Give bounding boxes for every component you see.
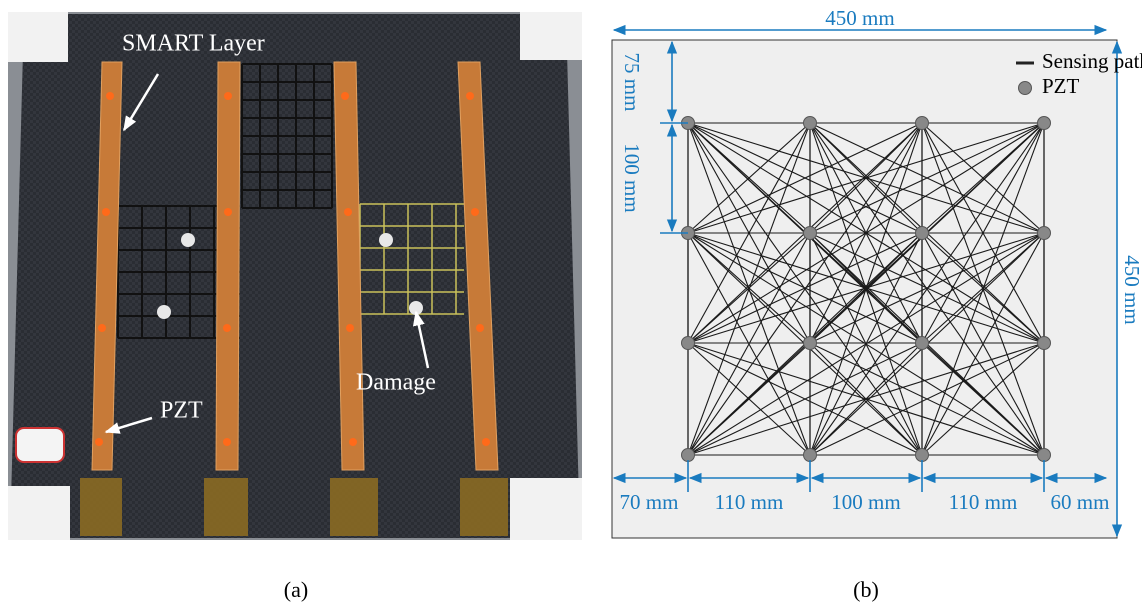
dim-bottom: 110 mm bbox=[949, 490, 1018, 514]
label-damage: Damage bbox=[356, 370, 436, 396]
dim-row-spacing: 100 mm bbox=[620, 143, 644, 212]
dim-height: 450 mm bbox=[1120, 255, 1142, 324]
photo: SMART Layer PZT Damage bbox=[8, 12, 582, 540]
label-smart-layer: SMART Layer bbox=[122, 31, 265, 57]
pzt-node bbox=[916, 227, 929, 240]
pzt-node bbox=[682, 337, 695, 350]
pzt-node bbox=[916, 117, 929, 130]
page: SMART Layer PZT Damage (a) 450 mm 450 mm… bbox=[0, 0, 1142, 612]
dim-width: 450 mm bbox=[825, 6, 894, 30]
pzt-node bbox=[804, 337, 817, 350]
pzt-node bbox=[916, 449, 929, 462]
foam-block bbox=[8, 12, 68, 62]
dim-bottom: 70 mm bbox=[620, 490, 679, 514]
pzt-node bbox=[1038, 337, 1051, 350]
legend-pzt-key bbox=[1019, 82, 1032, 95]
caption-a: (a) bbox=[284, 577, 308, 602]
pzt-node bbox=[1038, 117, 1051, 130]
dim-bottom: 60 mm bbox=[1051, 490, 1110, 514]
foam-block bbox=[8, 486, 70, 540]
sticker bbox=[16, 428, 64, 462]
pzt-node bbox=[804, 449, 817, 462]
foam-block bbox=[510, 478, 582, 540]
label-pzt: PZT bbox=[160, 398, 203, 424]
pzt-node bbox=[804, 227, 817, 240]
legend-path: Sensing path bbox=[1042, 49, 1142, 73]
pzt-node bbox=[1038, 449, 1051, 462]
pzt-node bbox=[916, 337, 929, 350]
pzt-node bbox=[682, 449, 695, 462]
pzt-node bbox=[1038, 227, 1051, 240]
figure: SMART Layer PZT Damage (a) 450 mm 450 mm… bbox=[0, 0, 1142, 612]
foam-block bbox=[520, 12, 582, 60]
pzt-node bbox=[804, 117, 817, 130]
dim-bottom: 110 mm bbox=[715, 490, 784, 514]
caption-b: (b) bbox=[853, 577, 879, 602]
dim-top-offset: 75 mm bbox=[620, 53, 644, 112]
legend-pzt: PZT bbox=[1042, 74, 1080, 98]
dim-bottom: 100 mm bbox=[831, 490, 900, 514]
